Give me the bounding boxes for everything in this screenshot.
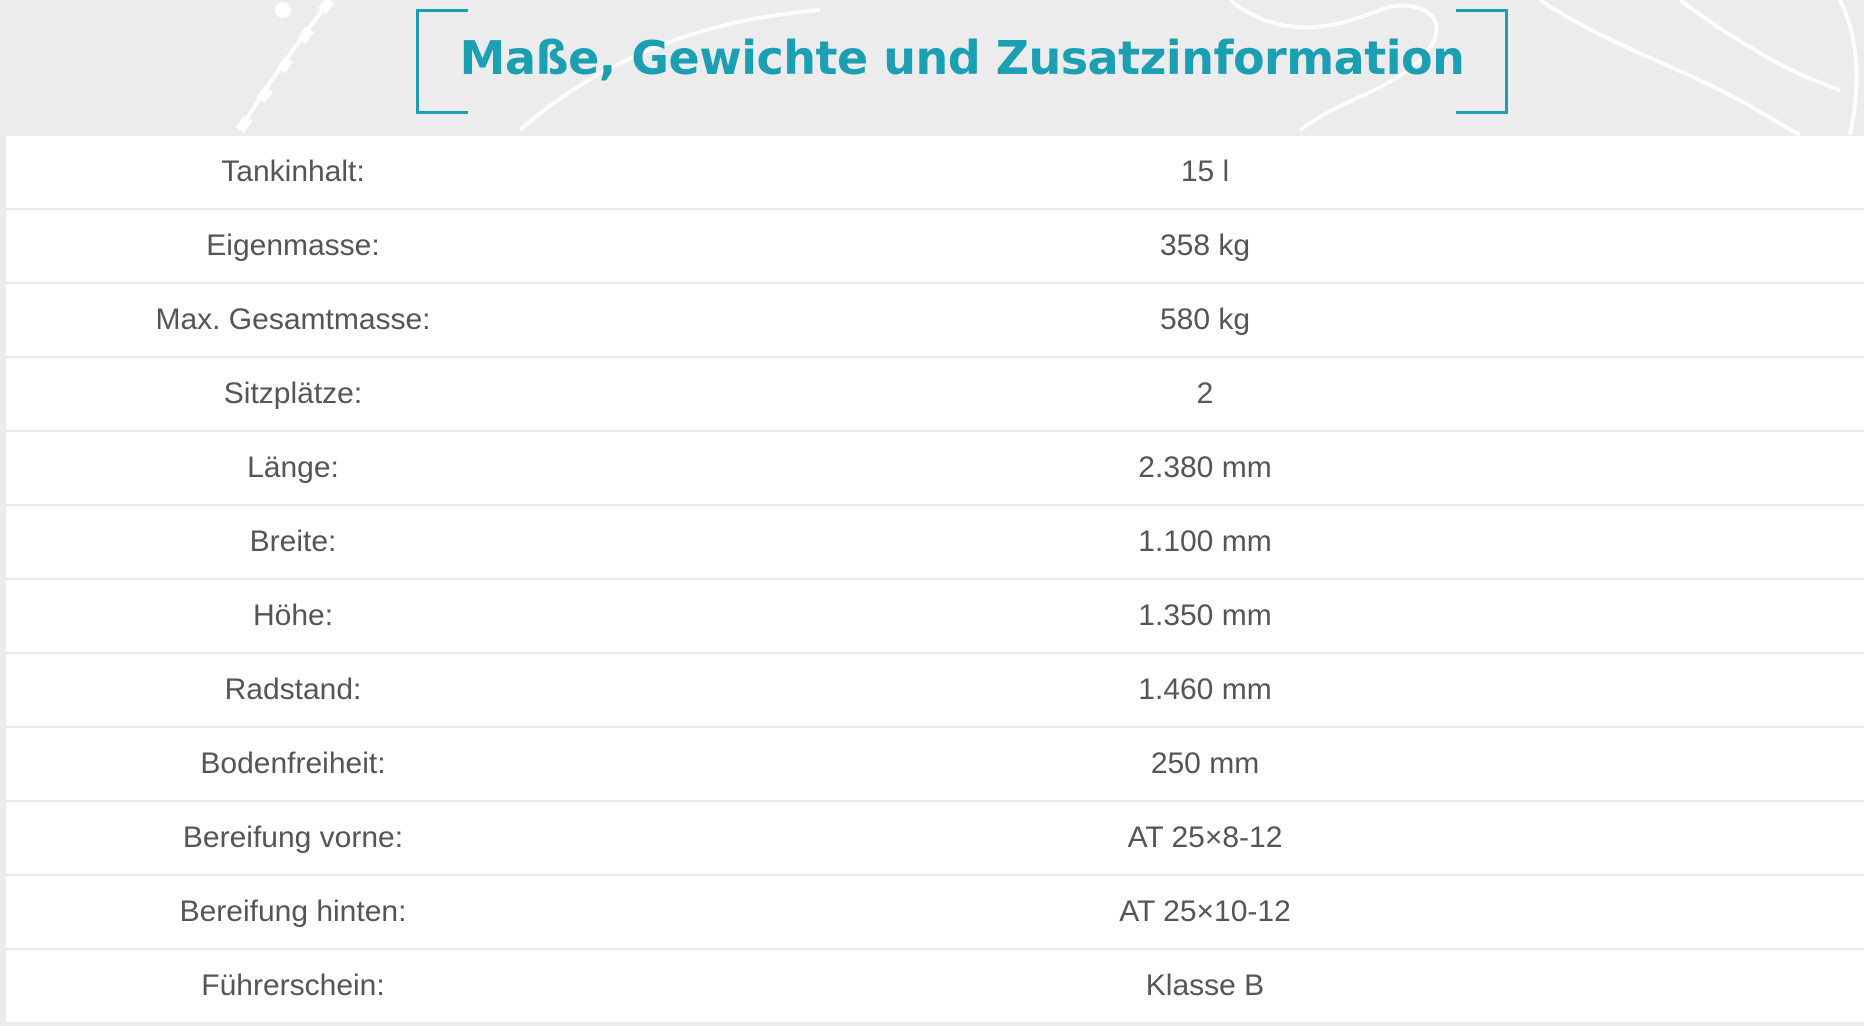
specifications-table: Tankinhalt: 15 l Eigenmasse: 358 kg Max.…	[6, 136, 1864, 1024]
spec-value: 580 kg	[1159, 303, 1251, 336]
spec-label: Radstand:	[224, 673, 362, 706]
spec-value: 15 l	[1180, 155, 1230, 188]
table-row: Höhe: 1.350 mm	[6, 580, 1864, 654]
table-row: Eigenmasse: 358 kg	[6, 210, 1864, 284]
spec-label: Max. Gesamtmasse:	[155, 303, 431, 336]
spec-value: Klasse B	[1145, 969, 1265, 1002]
spec-label: Führerschein:	[201, 969, 385, 1002]
table-row: Tankinhalt: 15 l	[6, 136, 1864, 210]
spec-value: 2.380 mm	[1138, 451, 1272, 484]
title-bracket-right	[1456, 9, 1508, 114]
spec-value: 1.100 mm	[1138, 525, 1272, 558]
spec-label: Tankinhalt:	[221, 155, 365, 188]
spec-value: AT 25×8-12	[1127, 821, 1283, 854]
table-row: Bereifung vorne: AT 25×8-12	[6, 802, 1864, 876]
table-row: Sitzplätze: 2	[6, 358, 1864, 432]
spec-label: Sitzplätze:	[223, 377, 363, 410]
spec-value: AT 25×10-12	[1119, 895, 1291, 928]
spec-label: Bereifung hinten:	[179, 895, 407, 928]
spec-label: Höhe:	[252, 599, 334, 632]
table-row: Bereifung hinten: AT 25×10-12	[6, 876, 1864, 950]
section-title-box: Maße, Gewichte und Zusatzinformation	[416, 9, 1508, 114]
spec-value: 2	[1196, 377, 1214, 410]
spec-label: Bodenfreiheit:	[200, 747, 386, 780]
table-row: Breite: 1.100 mm	[6, 506, 1864, 580]
spec-value: 358 kg	[1159, 229, 1251, 262]
spec-value: 1.350 mm	[1138, 599, 1272, 632]
table-row: Führerschein: Klasse B	[6, 950, 1864, 1024]
table-row: Max. Gesamtmasse: 580 kg	[6, 284, 1864, 358]
spec-label: Eigenmasse:	[206, 229, 380, 262]
spec-value: 1.460 mm	[1138, 673, 1272, 706]
table-row: Bodenfreiheit: 250 mm	[6, 728, 1864, 802]
spec-value: 250 mm	[1150, 747, 1260, 780]
table-row: Länge: 2.380 mm	[6, 432, 1864, 506]
spec-label: Breite:	[249, 525, 337, 558]
spec-label: Länge:	[247, 451, 339, 484]
title-bracket-left	[416, 9, 468, 114]
spec-label: Bereifung vorne:	[182, 821, 404, 854]
section-title: Maße, Gewichte und Zusatzinformation	[459, 31, 1465, 85]
table-row: Radstand: 1.460 mm	[6, 654, 1864, 728]
